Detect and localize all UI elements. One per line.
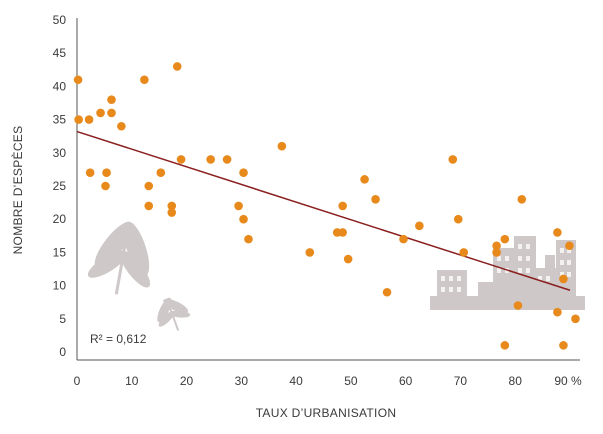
y-tick-labels: 0 5 10 15 20 25 30 35 40 45 50 [53,13,67,359]
x-tick-label: 20 [180,374,194,388]
x-tick-label: 80 [509,374,523,388]
y-tick-label: 5 [59,312,66,326]
data-point [206,155,215,164]
data-point [305,248,315,257]
x-tick-labels: 0 10 20 30 40 50 60 70 80 90 % [74,374,582,388]
y-tick-label: 25 [53,179,67,193]
y-tick-label: 10 [53,279,67,293]
data-point [399,234,408,244]
data-point [513,301,523,310]
data-point [459,248,469,257]
data-point [156,168,166,178]
x-tick-label: 40 [289,374,303,388]
data-point [453,214,463,224]
data-point [96,108,105,118]
data-point [167,208,177,217]
data-point [571,314,580,324]
data-point [371,194,380,204]
y-tick-label: 15 [53,245,67,259]
data-point [553,307,562,317]
y-tick-label: 0 [59,345,66,359]
data-point [559,341,568,350]
data-point [107,95,116,104]
data-point [382,287,392,297]
data-point [176,155,186,164]
data-point [338,228,347,237]
dragonfly-icon [87,221,191,331]
data-points [73,62,580,350]
data-point [492,248,501,257]
data-point [167,201,177,211]
x-tick-label: 70 [454,374,468,388]
data-point [565,241,574,251]
city-skyline-icon [430,236,585,310]
data-point [360,175,369,184]
y-tick-label: 30 [53,146,67,160]
x-tick-label: 30 [235,374,249,388]
data-point [338,201,347,211]
y-tick-label: 50 [53,13,67,27]
data-point [172,62,182,71]
data-point [415,221,424,231]
data-point [448,155,458,164]
data-point [74,115,83,124]
x-axis-title: TAUX D’URBANISATION [256,406,397,420]
data-point [73,75,83,85]
data-point [102,168,111,178]
data-point [140,75,149,85]
data-point [553,228,562,237]
data-point [239,168,248,178]
x-tick-label: 90 % [554,374,582,388]
data-point [234,201,243,211]
x-tick-label: 10 [125,374,139,388]
data-point [144,201,154,211]
data-point [117,121,126,131]
y-tick-label: 35 [53,113,67,127]
data-point [343,254,353,264]
data-point [107,108,116,118]
x-tick-label: 60 [399,374,413,388]
data-point [222,155,232,164]
x-tick-label: 50 [344,374,358,388]
data-point [500,341,510,350]
trend-line [76,130,571,291]
data-point [517,194,527,204]
data-point [101,181,110,191]
data-point [239,214,248,224]
data-point [559,274,568,284]
r-squared-label: R² = 0,612 [90,332,147,346]
data-point [84,115,94,124]
x-tick-label: 0 [74,374,81,388]
data-point [277,141,287,151]
data-point [492,241,501,251]
y-tick-label: 45 [53,46,67,60]
data-point [244,234,253,244]
data-point [500,234,510,244]
y-axis-title: NOMBRE D’ESPÈCES [10,126,25,255]
data-point [85,168,95,178]
y-tick-label: 40 [53,79,67,93]
y-tick-label: 20 [53,212,67,226]
data-point [144,181,154,191]
